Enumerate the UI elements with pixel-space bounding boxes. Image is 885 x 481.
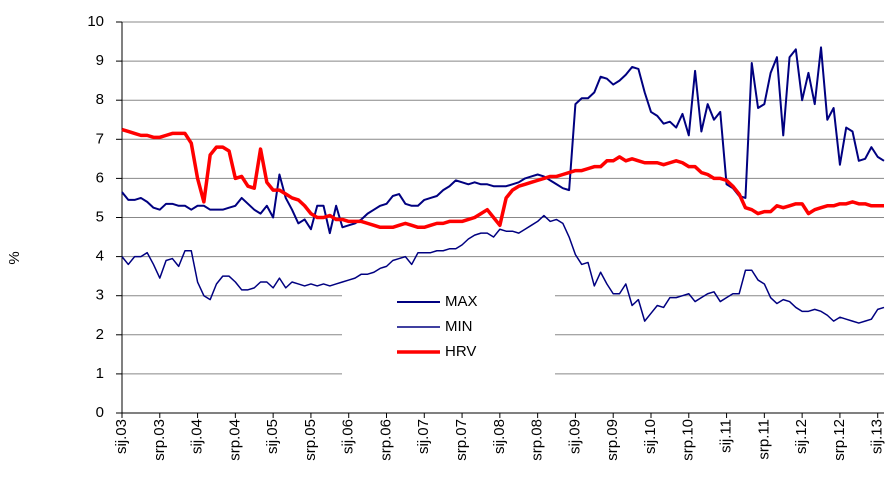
legend-label: MAX [445, 293, 478, 310]
x-tick-label: sij.10 [642, 419, 659, 454]
y-tick-label: 6 [96, 169, 104, 186]
x-tick-label: srp.08 [529, 419, 546, 461]
x-tick-label: sij.08 [491, 419, 508, 454]
y-tick-label: 5 [96, 208, 104, 225]
y-tick-label: 3 [96, 287, 104, 304]
x-tick-label: sij.07 [415, 419, 432, 454]
x-tick-label: sij.03 [113, 419, 130, 454]
series-line [121, 214, 885, 324]
x-tick-label: srp.09 [604, 419, 621, 461]
legend-label: MIN [445, 318, 473, 335]
y-tick-label: 10 [87, 13, 104, 30]
x-tick-label: sij.04 [189, 419, 206, 454]
legend-box [342, 287, 555, 379]
x-tick-label: srp.06 [377, 419, 394, 461]
y-tick-label: 9 [96, 52, 104, 69]
y-tick-label: 7 [96, 130, 104, 147]
x-tick-label: srp.07 [453, 419, 470, 461]
x-tick-label: sij.09 [566, 419, 583, 454]
y-tick-label: 0 [96, 404, 104, 421]
y-tick-label: 4 [96, 248, 104, 265]
x-tick-label: sij.12 [793, 419, 810, 454]
x-tick-label: srp.05 [302, 419, 319, 461]
x-tick-label: sij.11 [718, 419, 735, 453]
legend-label: HRV [445, 343, 476, 360]
y-axis-label: % [6, 251, 23, 264]
x-tick-label: sij.05 [264, 419, 281, 454]
series-line [121, 46, 885, 235]
series-line [121, 127, 884, 230]
y-tick-label: 1 [96, 365, 104, 382]
x-tick-label: sij.06 [340, 419, 357, 454]
y-tick-label: 2 [96, 326, 104, 343]
x-tick-label: srp.04 [226, 419, 243, 461]
x-tick-label: srp.12 [831, 419, 848, 461]
x-tick-label: sij.13 [869, 419, 885, 454]
x-tick-label: srp.11 [755, 419, 772, 460]
x-tick-label: srp.03 [151, 419, 168, 461]
x-tick-label: srp.10 [680, 419, 697, 461]
y-tick-label: 8 [96, 91, 104, 108]
